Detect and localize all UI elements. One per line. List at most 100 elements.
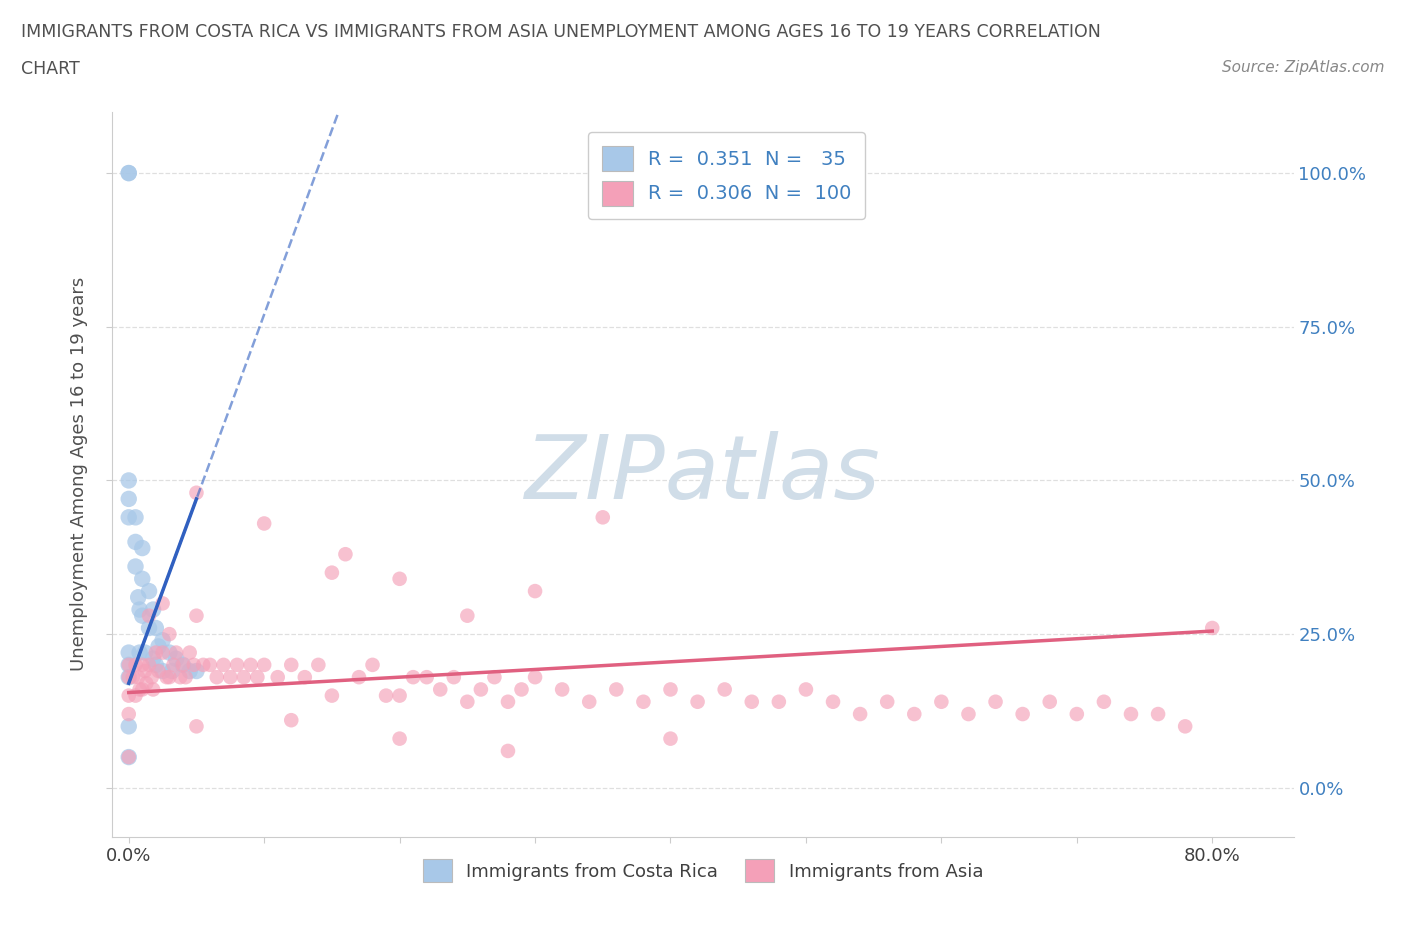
Point — [246, 670, 269, 684]
Point — [659, 731, 682, 746]
Point — [162, 658, 184, 672]
Point — [280, 712, 302, 727]
Point — [152, 632, 174, 647]
Point — [160, 664, 183, 679]
Point — [375, 688, 398, 703]
Point — [198, 658, 221, 672]
Point — [157, 670, 180, 684]
Point — [239, 658, 262, 672]
Point — [1039, 695, 1062, 710]
Point — [361, 658, 384, 672]
Point — [118, 750, 141, 764]
Point — [118, 670, 141, 684]
Point — [193, 658, 215, 672]
Point — [510, 682, 533, 697]
Point — [145, 645, 167, 660]
Point — [686, 695, 709, 710]
Point — [876, 695, 898, 710]
Point — [128, 602, 150, 617]
Point — [335, 547, 357, 562]
Point — [141, 670, 163, 684]
Point — [226, 658, 249, 672]
Point — [118, 707, 141, 722]
Point — [142, 602, 165, 617]
Point — [138, 620, 160, 635]
Point — [152, 645, 174, 660]
Point — [134, 645, 156, 660]
Point — [768, 695, 790, 710]
Point — [205, 670, 228, 684]
Point — [169, 670, 191, 684]
Point — [659, 682, 682, 697]
Point — [118, 719, 141, 734]
Point — [578, 695, 600, 710]
Point — [131, 682, 153, 697]
Text: CHART: CHART — [21, 60, 80, 78]
Point — [294, 670, 316, 684]
Point — [118, 491, 141, 506]
Point — [388, 731, 411, 746]
Point — [131, 540, 153, 555]
Point — [128, 645, 150, 660]
Point — [219, 670, 242, 684]
Point — [741, 695, 763, 710]
Point — [118, 645, 141, 660]
Point — [156, 670, 179, 684]
Point — [429, 682, 451, 697]
Point — [118, 658, 141, 672]
Point — [186, 664, 208, 679]
Point — [1174, 719, 1197, 734]
Point — [456, 695, 478, 710]
Point — [174, 670, 197, 684]
Point — [280, 658, 302, 672]
Point — [267, 670, 290, 684]
Point — [165, 651, 187, 666]
Point — [186, 485, 208, 500]
Point — [127, 590, 149, 604]
Point — [713, 682, 735, 697]
Point — [118, 750, 141, 764]
Point — [142, 651, 165, 666]
Point — [118, 670, 141, 684]
Point — [633, 695, 655, 710]
Point — [592, 510, 614, 525]
Point — [388, 688, 411, 703]
Point — [388, 571, 411, 586]
Point — [142, 682, 165, 697]
Point — [124, 510, 146, 525]
Point — [984, 695, 1007, 710]
Point — [118, 473, 141, 488]
Point — [148, 664, 170, 679]
Point — [212, 658, 235, 672]
Point — [118, 510, 141, 525]
Point — [402, 670, 425, 684]
Point — [135, 676, 157, 691]
Point — [138, 658, 160, 672]
Point — [118, 166, 141, 180]
Point — [118, 658, 141, 672]
Point — [124, 535, 146, 550]
Point — [821, 695, 844, 710]
Point — [121, 670, 143, 684]
Point — [524, 584, 547, 599]
Text: ZIPatlas: ZIPatlas — [526, 432, 880, 517]
Point — [794, 682, 817, 697]
Point — [1201, 620, 1223, 635]
Point — [118, 166, 141, 180]
Point — [1119, 707, 1142, 722]
Point — [321, 688, 343, 703]
Point — [131, 658, 153, 672]
Point — [145, 620, 167, 635]
Point — [253, 516, 276, 531]
Point — [1092, 695, 1115, 710]
Point — [145, 658, 167, 672]
Point — [551, 682, 574, 697]
Point — [347, 670, 370, 684]
Point — [1011, 707, 1033, 722]
Point — [118, 688, 141, 703]
Text: IMMIGRANTS FROM COSTA RICA VS IMMIGRANTS FROM ASIA UNEMPLOYMENT AMONG AGES 16 TO: IMMIGRANTS FROM COSTA RICA VS IMMIGRANTS… — [21, 23, 1101, 41]
Point — [134, 664, 156, 679]
Point — [484, 670, 506, 684]
Point — [138, 584, 160, 599]
Point — [124, 658, 146, 672]
